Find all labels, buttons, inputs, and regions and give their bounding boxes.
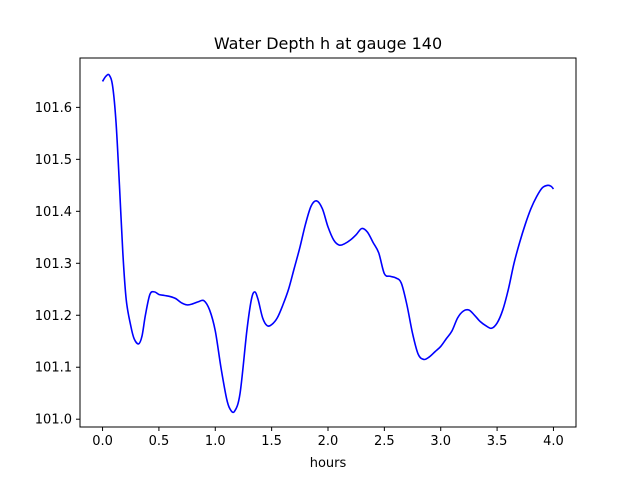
plot-frame [79, 57, 577, 428]
x-tick-label: 2.5 [374, 434, 395, 449]
chart-title: Water Depth h at gauge 140 [214, 34, 442, 53]
x-axis-label: hours [310, 456, 347, 471]
plot-area [80, 58, 576, 427]
y-tick-label: 101.0 [35, 413, 72, 428]
x-tick-label: 2.0 [318, 434, 339, 449]
x-tick-label: 4.0 [543, 434, 564, 449]
series-lines [101, 73, 555, 414]
x-tick-label: 0.0 [92, 434, 113, 449]
y-tick-label: 101.5 [35, 153, 72, 168]
y-tick-label: 101.2 [35, 309, 72, 324]
x-axis-ticks: 0.0 0.5 1.0 1.5 2.0 2.5 3.0 3.5 4.0 [92, 427, 564, 449]
x-tick-label: 3.5 [487, 434, 508, 449]
x-tick-label: 1.5 [261, 434, 282, 449]
y-tick-label: 101.4 [35, 205, 72, 220]
series-line [101, 73, 555, 414]
x-tick-label: 3.0 [430, 434, 451, 449]
y-axis-ticks: 101.0 101.1 101.2 101.3 101.4 101.5 101.6 [35, 101, 80, 428]
y-tick-label: 101.1 [35, 361, 72, 376]
y-tick-label: 101.6 [35, 101, 72, 116]
x-tick-label: 1.0 [205, 434, 226, 449]
x-tick-label: 0.5 [149, 434, 170, 449]
y-tick-label: 101.3 [35, 257, 72, 272]
